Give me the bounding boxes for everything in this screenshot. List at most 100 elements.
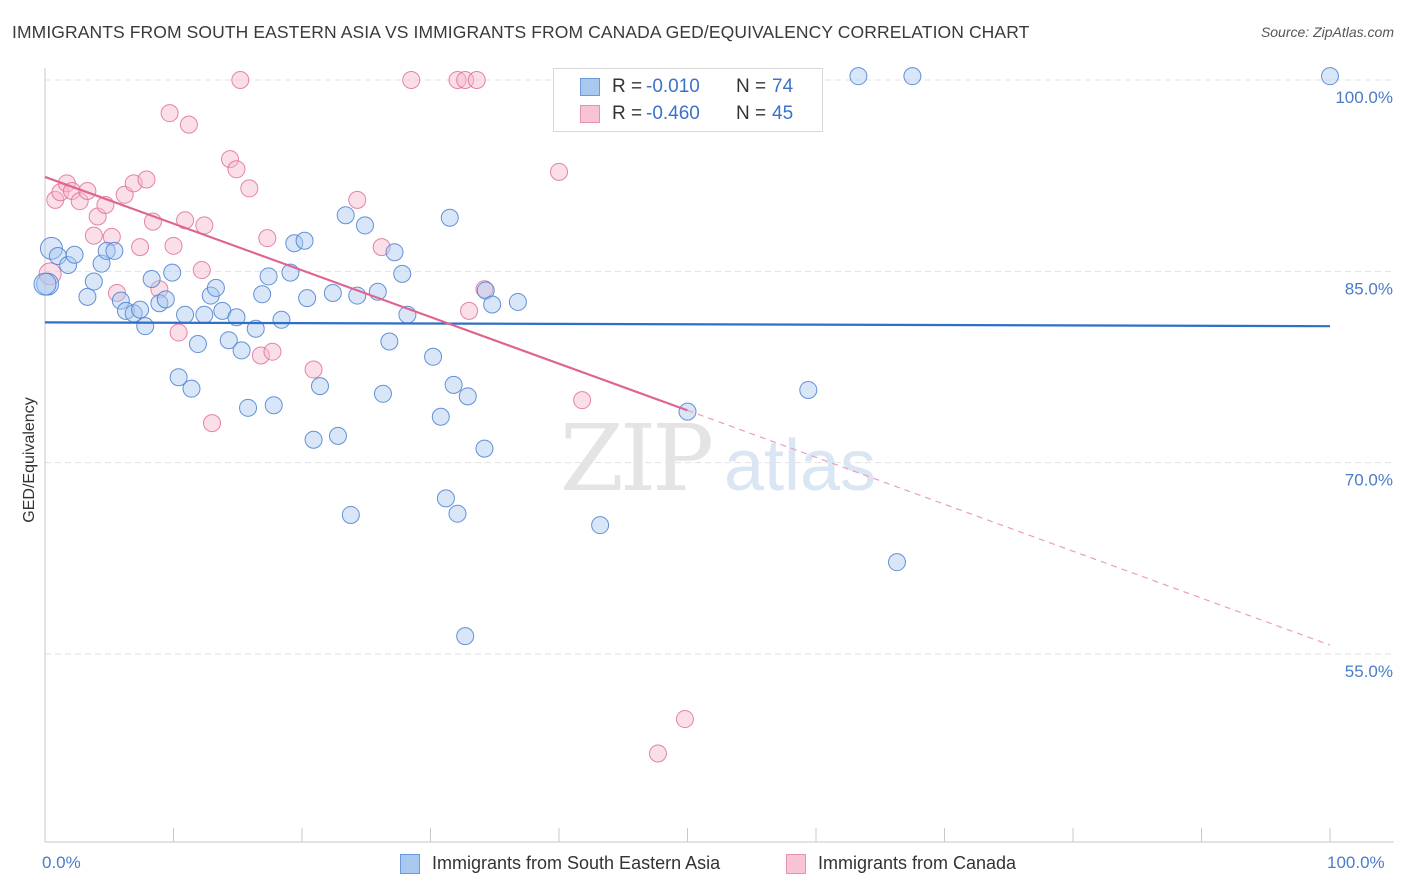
scatter-point — [65, 245, 84, 264]
scatter-point — [78, 287, 97, 306]
scatter-point — [263, 342, 282, 361]
y-tick-label: 55.0% — [1345, 662, 1393, 681]
scatter-point — [341, 505, 360, 524]
scatter-point — [448, 504, 467, 523]
scatter-point — [573, 391, 592, 410]
stats-r-value-sea: -0.010 — [646, 76, 700, 97]
stats-r-value-canada: -0.460 — [646, 103, 700, 124]
chart-source: Source: ZipAtlas.com — [1260, 24, 1394, 40]
legend: Immigrants from South Eastern Asia Immig… — [0, 852, 1406, 876]
scatter-point — [304, 430, 323, 449]
scatter-point — [456, 627, 475, 646]
scatter-point — [59, 255, 78, 274]
scatter-point — [373, 384, 392, 403]
scatter-point — [440, 208, 459, 227]
scatter-point — [160, 104, 179, 123]
scatter-point — [221, 150, 240, 169]
scatter-point — [304, 360, 323, 379]
chart-title: IMMIGRANTS FROM SOUTH EASTERN ASIA VS IM… — [12, 22, 1030, 42]
scatter-point — [849, 67, 868, 86]
scatter-point — [310, 377, 329, 396]
stats-n-label: N = — [736, 103, 767, 124]
scatter-point — [33, 272, 57, 296]
scatter-point — [195, 216, 214, 235]
series-sea-points — [33, 67, 1339, 646]
scatter-point — [84, 226, 103, 245]
scatter-point — [163, 263, 182, 282]
stats-r-label: R = — [612, 76, 643, 97]
scatter-point — [799, 380, 818, 399]
stats-n-value-canada: 45 — [772, 103, 794, 124]
scatter-point — [591, 516, 610, 535]
scatter-point — [298, 289, 317, 308]
scatter-point — [323, 284, 342, 303]
scatter-point — [206, 278, 225, 297]
scatter-point — [84, 272, 103, 291]
legend-label-sea: Immigrants from South Eastern Asia — [432, 853, 721, 873]
x-tick-label-min: 0.0% — [42, 853, 81, 872]
series-canada-points — [38, 71, 694, 763]
scatter-point — [240, 179, 259, 198]
scatter-point — [231, 71, 250, 89]
scatter-point — [182, 379, 201, 398]
stats-n-label: N = — [736, 76, 767, 97]
scatter-point — [402, 71, 421, 89]
scatter-point — [253, 285, 272, 304]
scatter-point — [102, 227, 121, 246]
scatter-point — [460, 301, 479, 320]
scatter-point — [150, 280, 169, 299]
axes — [44, 68, 1394, 843]
scatter-point — [142, 269, 161, 288]
scatter-point — [393, 264, 412, 283]
watermark: ZIP atlas — [560, 405, 876, 512]
y-tick-label: 85.0% — [1345, 279, 1393, 298]
stats-swatch-sea — [580, 78, 600, 96]
scatter-point — [648, 744, 667, 763]
scatter-point — [887, 553, 906, 572]
scatter-point — [475, 439, 494, 458]
scatter-point — [355, 216, 374, 235]
scatter-point — [1321, 67, 1339, 86]
legend-swatch-sea — [400, 854, 420, 874]
scatter-point — [176, 305, 195, 324]
scatter-point — [203, 414, 222, 433]
gridlines — [45, 79, 1394, 655]
scatter-point — [458, 387, 477, 406]
scatter-point — [136, 317, 155, 336]
scatter-point — [131, 300, 150, 319]
scatter-point — [678, 402, 697, 421]
scatter-point — [903, 67, 922, 86]
watermark-zip: ZIP — [560, 405, 711, 512]
stats-swatch-canada — [580, 105, 600, 123]
watermark-atlas: atlas — [724, 426, 876, 506]
scatter-point — [348, 190, 367, 209]
scatter-point — [70, 192, 89, 211]
y-tick-label: 70.0% — [1345, 471, 1393, 490]
scatter-point — [169, 368, 188, 387]
scatter-point — [448, 71, 467, 89]
scatter-point — [111, 291, 130, 310]
scatter-point — [336, 206, 355, 225]
trend-line-sea — [44, 321, 1331, 328]
scatter-point — [258, 229, 277, 248]
scatter-point — [295, 231, 314, 250]
y-tick-labels: 100.0% 85.0% 70.0% 55.0% — [1335, 88, 1393, 681]
scatter-point — [137, 170, 156, 189]
scatter-point — [436, 489, 455, 508]
trend-line-canada — [44, 175, 688, 412]
scatter-point — [483, 295, 502, 314]
scatter-point — [51, 183, 70, 202]
scatter-point — [239, 398, 258, 417]
scatter-point — [675, 710, 694, 729]
scatter-point — [550, 162, 568, 181]
scatter-point — [179, 115, 198, 134]
scatter-point — [385, 243, 404, 262]
scatter-point — [97, 241, 116, 260]
stats-r-label: R = — [612, 103, 643, 124]
scatter-point — [164, 236, 183, 255]
scatter-point — [508, 292, 527, 311]
stats-row-canada: R = -0.460 N = 45 — [554, 100, 822, 128]
trend-line-canada-extrapolated — [687, 409, 1331, 646]
scatter-point — [105, 241, 124, 260]
